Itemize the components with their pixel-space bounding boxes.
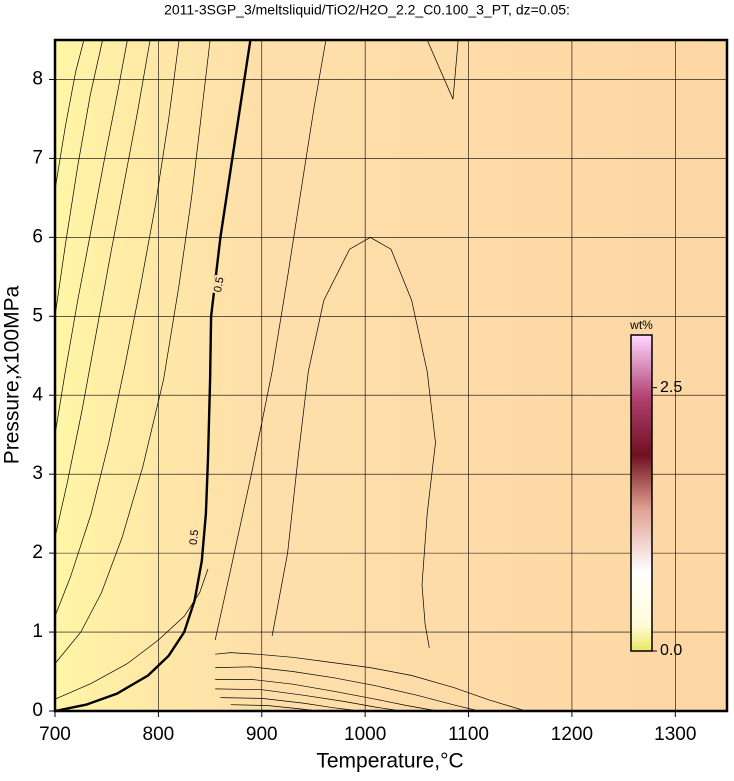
contour-line <box>215 688 402 712</box>
contour-label: 0.5 <box>212 276 226 293</box>
plot-background <box>55 40 727 711</box>
contour-line <box>214 39 327 641</box>
y-tick-label: 8 <box>32 68 43 89</box>
x-axis-label: Temperature,°C <box>316 750 463 773</box>
y-axis-label: Pressure,x100MPa <box>1 285 24 464</box>
y-tick-label: 1 <box>32 621 43 642</box>
x-tick-label: 900 <box>246 724 278 745</box>
contour-line <box>54 568 209 700</box>
y-tick-label: 3 <box>32 463 43 484</box>
contour-line <box>54 39 151 538</box>
y-tick-label: 2 <box>32 542 43 563</box>
contour-line <box>220 697 361 712</box>
y-tick-label: 5 <box>32 305 43 326</box>
plot-frame <box>53 38 729 713</box>
y-tick-label: 7 <box>32 147 43 168</box>
y-tick-label: 6 <box>32 226 43 247</box>
contour-label: 0.5 <box>188 529 202 545</box>
contour-line <box>54 39 211 664</box>
contour-line <box>426 39 459 100</box>
contour-line <box>54 39 103 317</box>
contour-line <box>215 666 479 712</box>
colorbar <box>630 334 653 652</box>
contour-label-bg <box>187 527 202 547</box>
contour-line <box>54 39 180 617</box>
x-tick-label: 800 <box>143 724 175 745</box>
contour-line <box>215 679 438 712</box>
x-tick-label: 1200 <box>551 724 593 745</box>
contour-line <box>215 652 526 712</box>
colorbar-tick-label: 0.0 <box>660 642 682 659</box>
contour-line <box>54 39 128 435</box>
contour-line <box>271 236 436 648</box>
x-tick-label: 1300 <box>654 724 696 745</box>
colorbar-tick-label: 2.5 <box>660 379 682 396</box>
contour-line <box>54 39 85 191</box>
x-tick-label: 1100 <box>448 724 489 745</box>
contour-line-bold <box>54 39 252 713</box>
colorbar-label: wt% <box>629 318 653 332</box>
y-tick-label: 0 <box>32 700 43 721</box>
chart-title: 2011-3SGP_3/meltsliquid/TiO2/H2O_2.2_C0.… <box>164 2 570 18</box>
y-tick-label: 4 <box>32 384 43 405</box>
contour-label-bg <box>211 274 227 295</box>
x-tick-label: 700 <box>39 724 71 745</box>
x-tick-label: 1000 <box>344 724 386 745</box>
